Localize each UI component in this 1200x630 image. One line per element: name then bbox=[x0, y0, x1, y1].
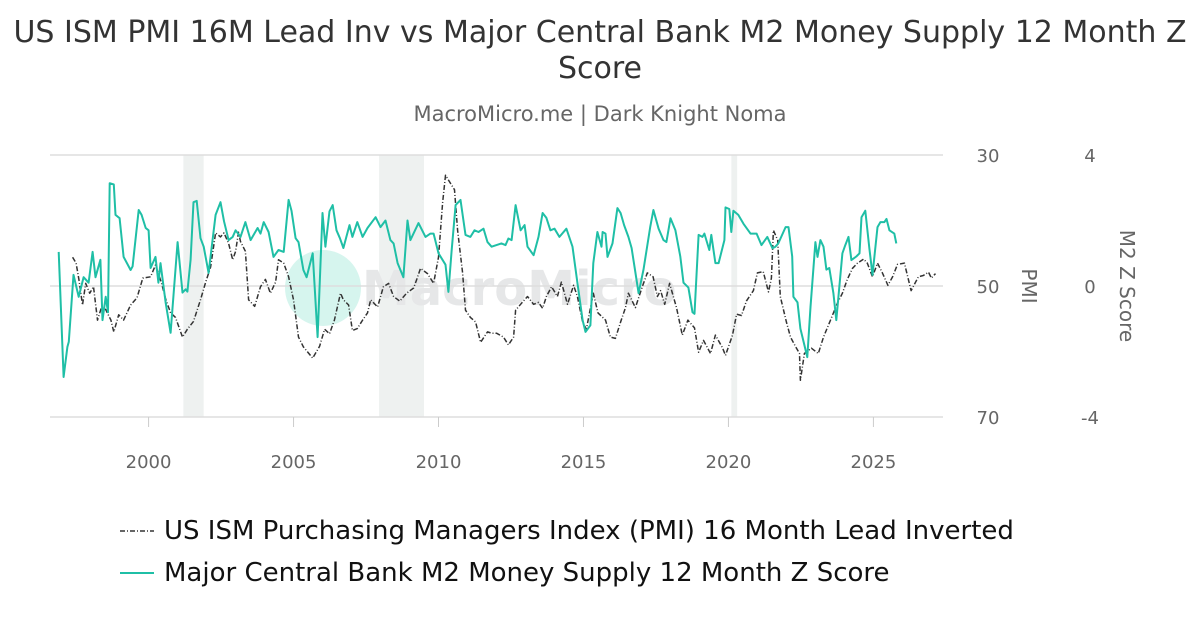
chart-subtitle: MacroMicro.me | Dark Knight Noma bbox=[413, 102, 787, 126]
pmi-axis-tick: 30 bbox=[977, 146, 1000, 167]
pmi-axis-tick: 70 bbox=[977, 408, 1000, 429]
x-tick-label: 2000 bbox=[126, 452, 172, 473]
m2-axis-label: M2 Z Score bbox=[1115, 230, 1139, 342]
legend-line-icon bbox=[120, 572, 154, 574]
m2-axis-tick: 4 bbox=[1084, 146, 1095, 167]
m2-axis-tick: 0 bbox=[1084, 277, 1095, 298]
x-tick-label: 2010 bbox=[416, 452, 462, 473]
legend-label-m2: Major Central Bank M2 Money Supply 12 Mo… bbox=[164, 558, 890, 588]
series-line-m2 bbox=[57, 182, 898, 378]
m2-axis-tick: -4 bbox=[1081, 408, 1099, 429]
x-tick-label: 2015 bbox=[561, 452, 607, 473]
legend: US ISM Purchasing Managers Index (PMI) 1… bbox=[120, 510, 1014, 594]
pmi-axis-tick: 50 bbox=[977, 277, 1000, 298]
x-tick-label: 2025 bbox=[851, 452, 897, 473]
legend-item-m2[interactable]: Major Central Bank M2 Money Supply 12 Mo… bbox=[120, 552, 1014, 594]
legend-item-pmi[interactable]: US ISM Purchasing Managers Index (PMI) 1… bbox=[120, 510, 1014, 552]
pmi-axis-label: PMI bbox=[1017, 268, 1041, 303]
series-line-pmi bbox=[71, 174, 937, 382]
legend-label-pmi: US ISM Purchasing Managers Index (PMI) 1… bbox=[164, 516, 1014, 546]
legend-dash-dot-icon bbox=[120, 530, 154, 532]
x-tick-label: 2020 bbox=[706, 452, 752, 473]
chart-title: US ISM PMI 16M Lead Inv vs Major Central… bbox=[13, 15, 1187, 86]
watermark-text: MacroMicro bbox=[362, 261, 677, 317]
x-tick-label: 2005 bbox=[271, 452, 317, 473]
